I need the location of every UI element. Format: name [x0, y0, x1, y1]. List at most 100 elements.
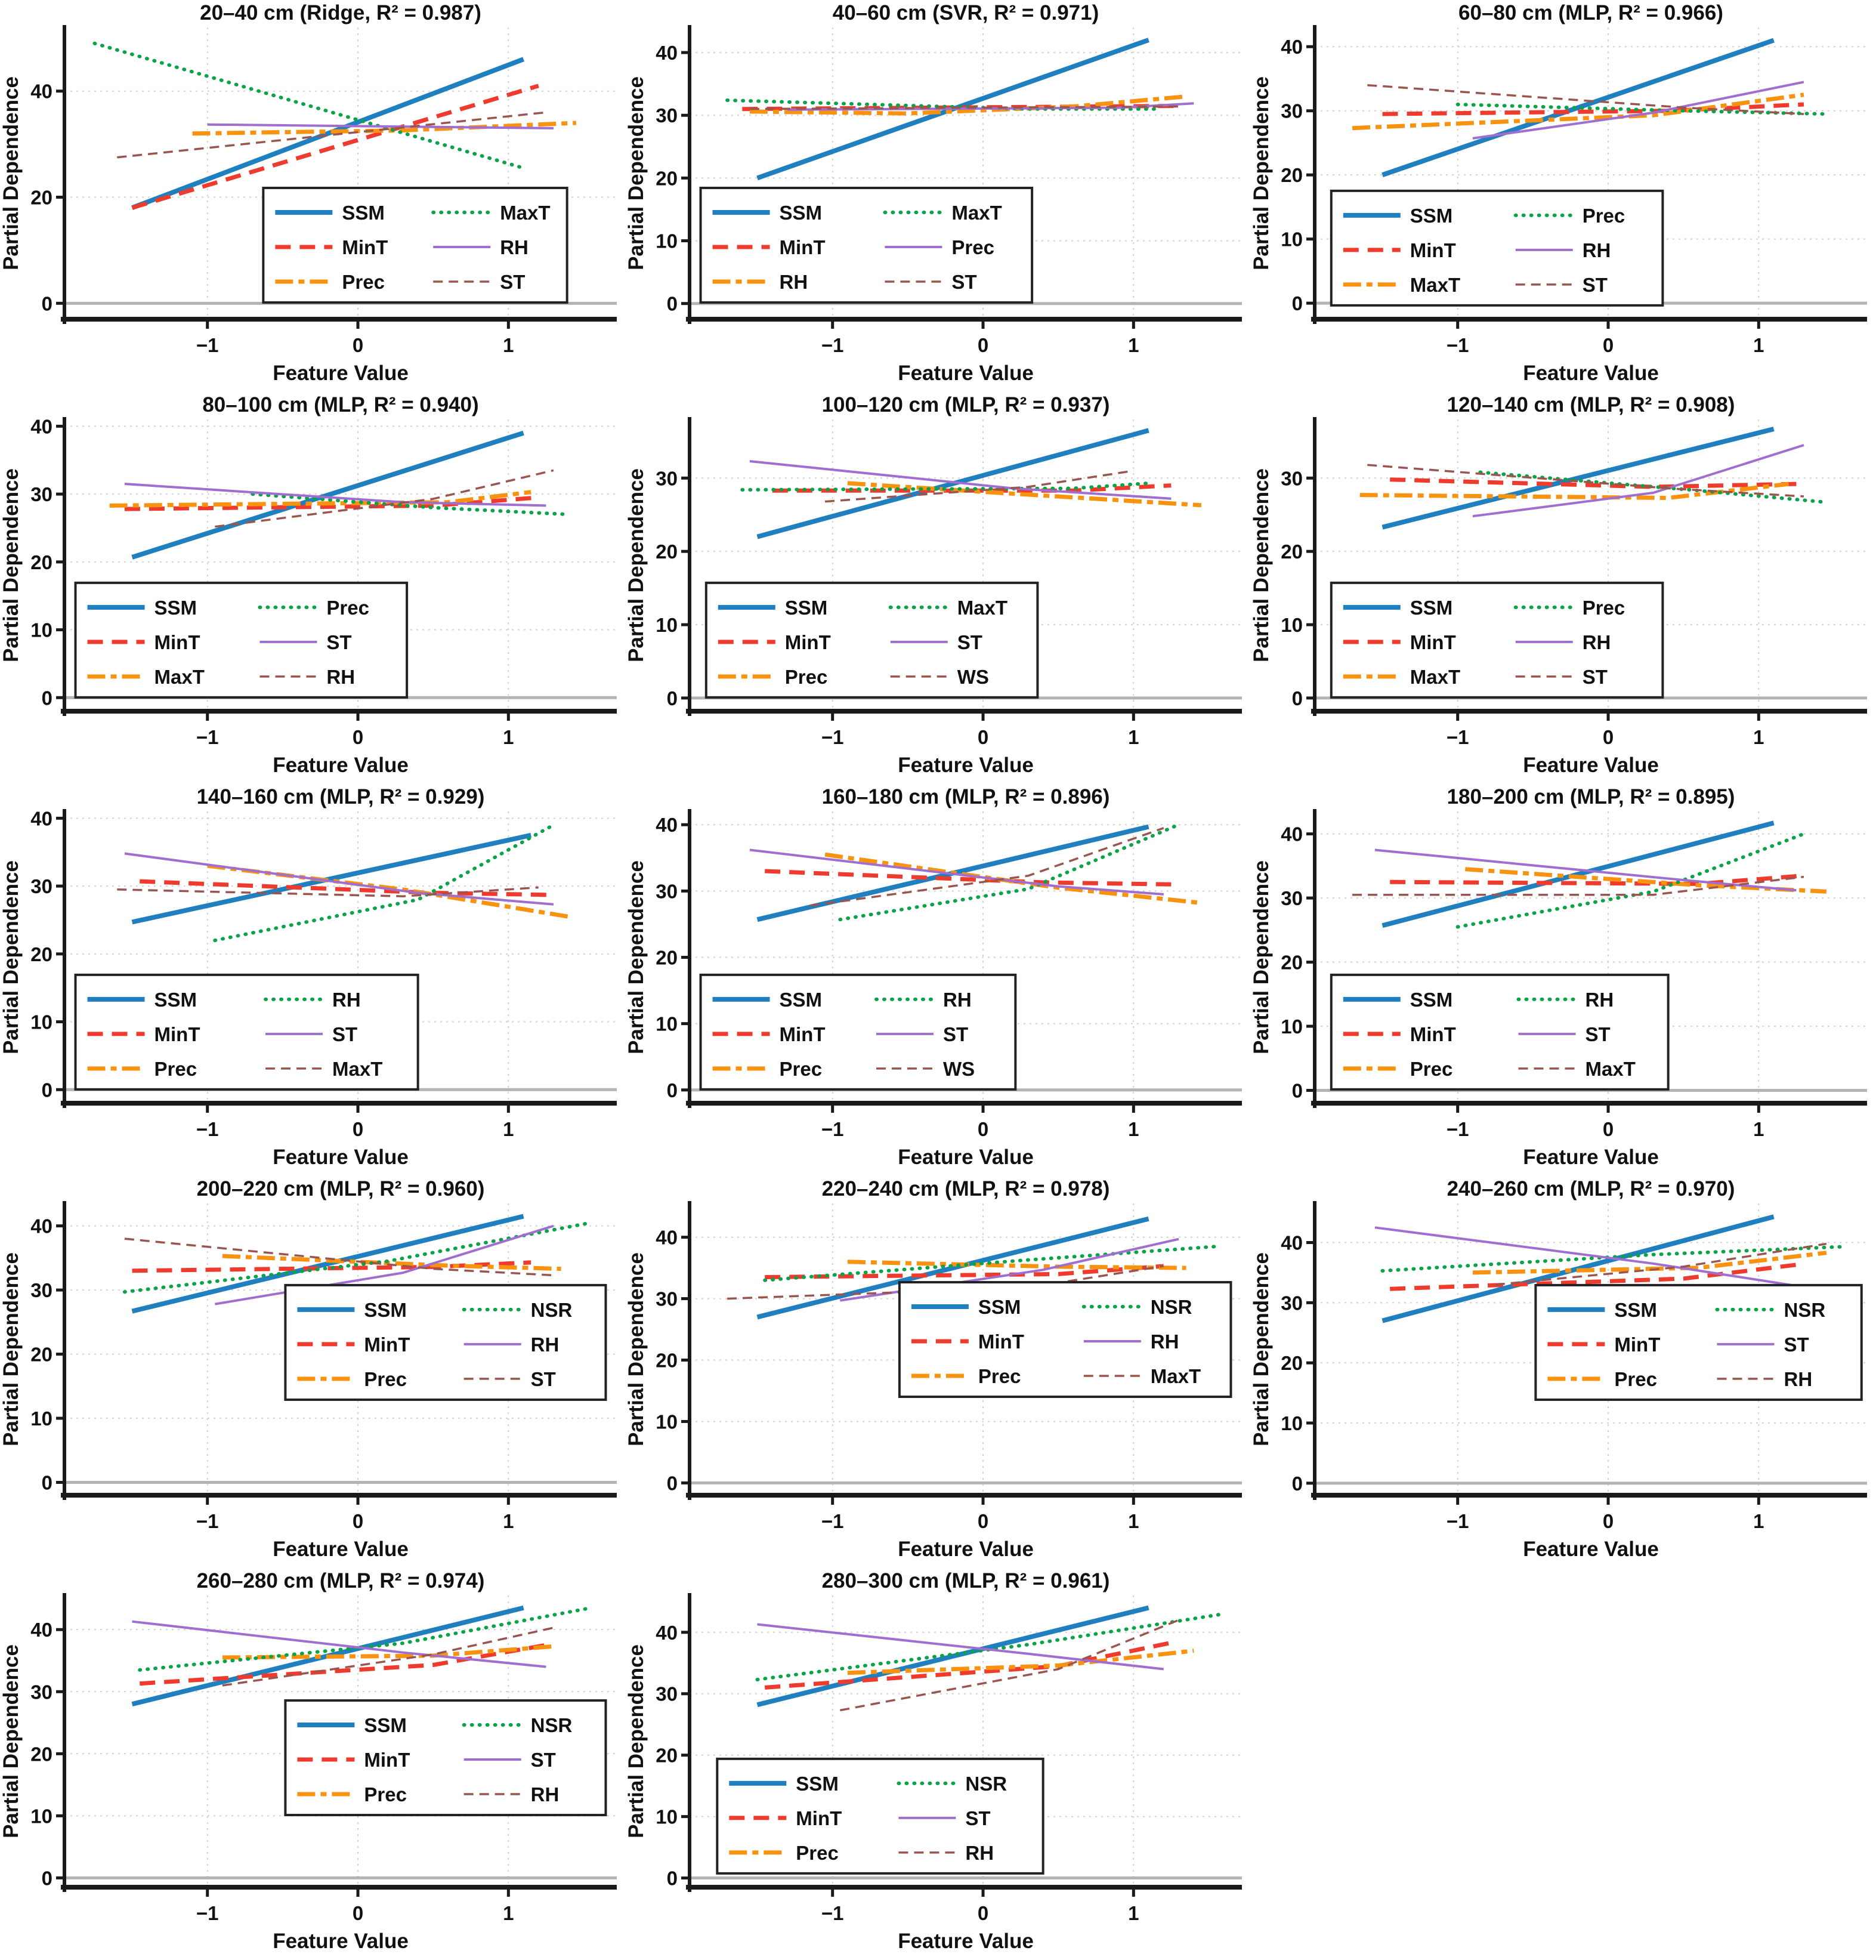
x-tick-label: 0 — [353, 1118, 363, 1140]
legend-entry-MinT: MinT — [1343, 1023, 1456, 1045]
x-tick-label: −1 — [196, 334, 219, 356]
legend-label: MinT — [1410, 631, 1456, 653]
series-line-SSM — [1381, 820, 1775, 928]
y-tick-label: 10 — [1281, 1016, 1303, 1038]
series-line-SSM — [131, 57, 525, 211]
legend-entry-ST: ST — [885, 271, 977, 293]
y-tick-label: 40 — [30, 1619, 52, 1641]
legend-entry-ST: ST — [1518, 1023, 1611, 1045]
y-tick-label: 0 — [42, 687, 52, 709]
legend-label: MaxT — [1586, 1058, 1636, 1080]
legend-label: SSM — [154, 597, 197, 619]
series-line-ST — [117, 111, 546, 159]
y-tick-label: 30 — [30, 483, 52, 505]
series-line-SSM — [756, 1216, 1149, 1320]
y-tick-label: 10 — [30, 1408, 52, 1430]
legend-entry-MinT: MinT — [712, 236, 826, 258]
legend-entry-MinT: MinT — [87, 631, 200, 653]
legend-entry-MinT: MinT — [297, 1334, 410, 1356]
legend-label: MinT — [364, 1749, 410, 1771]
legend-label: Prec — [1614, 1368, 1657, 1390]
y-tick-label: 20 — [656, 1745, 678, 1767]
legend-entry-SSM: SSM — [1343, 989, 1452, 1011]
legend-entry-MinT: MinT — [712, 1023, 826, 1045]
legend-entry-RH: RH — [264, 989, 361, 1011]
legend-label: Prec — [364, 1368, 407, 1390]
legend-entry-SSM: SSM — [1343, 597, 1452, 619]
series-line-NSR — [1380, 1245, 1844, 1273]
legend-label: SSM — [342, 202, 385, 224]
series-line-WS — [809, 827, 1164, 907]
legend-label: MaxT — [332, 1058, 382, 1080]
y-tick-label: 10 — [656, 1806, 678, 1828]
legend-entry-MaxT: MaxT — [265, 1058, 382, 1080]
legend-label: MinT — [780, 236, 826, 258]
x-axis-label: Feature Value — [898, 1146, 1034, 1169]
legend-entry-Prec: Prec — [885, 236, 994, 258]
x-tick-label: 0 — [978, 726, 988, 748]
series-line-SSM — [131, 430, 524, 560]
x-tick-label: 0 — [978, 1118, 988, 1140]
legend-entry-Prec: Prec — [729, 1842, 839, 1864]
legend: SSM MinT MaxT Prec ST RH — [74, 581, 409, 699]
legend-entry-MaxT: MaxT — [431, 202, 551, 224]
subplot-120-140-cm: −1 0 1 0 10 20 30 120–140 cm (MLP, R² = 0.908) F… — [1250, 392, 1875, 784]
series-line-ST — [1374, 1226, 1797, 1288]
y-tick-label: 10 — [656, 1013, 678, 1035]
legend-label: ST — [1583, 666, 1608, 688]
x-tick-label: 1 — [1128, 726, 1139, 748]
x-tick-label: 1 — [503, 726, 514, 748]
legend: SSM MinT Prec RH ST WS — [699, 973, 1017, 1091]
x-tick-label: 1 — [1753, 726, 1764, 748]
legend-label: MinT — [342, 236, 388, 258]
x-tick-label: 0 — [353, 1902, 363, 1924]
y-tick-label: 40 — [30, 415, 52, 437]
y-tick-label: 10 — [656, 1410, 678, 1433]
subplot-title: 40–60 cm (SVR, R² = 0.971) — [833, 1, 1099, 24]
series-line-MaxT — [1359, 481, 1790, 500]
y-tick-label: 30 — [30, 875, 52, 897]
legend-label: Prec — [796, 1842, 839, 1864]
series-line-Prec — [1455, 103, 1828, 116]
series-line-ST — [749, 105, 1179, 110]
series-line-SSM — [131, 832, 532, 925]
y-tick-label: 30 — [1281, 887, 1303, 909]
x-tick-label: −1 — [1447, 726, 1469, 748]
y-axis-label: Partial Dependence — [0, 1644, 23, 1838]
legend-label: SSM — [154, 989, 197, 1011]
series-line-ST — [1374, 848, 1797, 892]
legend-label: MaxT — [951, 202, 1002, 224]
legend: SSM MinT MaxT Prec RH ST — [1330, 581, 1664, 699]
x-tick-label: 1 — [503, 334, 514, 356]
legend-label: RH — [780, 271, 808, 293]
y-tick-label: 30 — [1281, 100, 1303, 122]
legend-label: MinT — [364, 1334, 410, 1356]
legend-entry-RH: RH — [1717, 1368, 1812, 1390]
x-tick-label: 1 — [503, 1118, 514, 1140]
y-axis-label: Partial Dependence — [1250, 76, 1273, 270]
legend-label: SSM — [1410, 205, 1453, 227]
series-line-SSM — [1381, 38, 1775, 177]
y-tick-label: 10 — [656, 614, 678, 636]
x-axis-label: Feature Value — [1523, 1146, 1659, 1169]
y-tick-label: 0 — [1292, 292, 1303, 314]
legend-label: Prec — [978, 1365, 1021, 1387]
y-tick-label: 10 — [656, 230, 678, 252]
legend-label: MaxT — [1410, 274, 1460, 296]
y-axis-label: Partial Dependence — [0, 76, 23, 270]
legend: SSM MinT Prec RH ST MaxT — [74, 973, 419, 1091]
x-tick-label: −1 — [196, 1118, 219, 1140]
legend-entry-MinT: MinT — [718, 631, 831, 653]
x-tick-label: −1 — [821, 726, 844, 748]
series-line-MinT — [124, 495, 539, 511]
legend-entry-NSR: NSR — [462, 1714, 573, 1736]
y-tick-label: 20 — [30, 1743, 52, 1765]
y-tick-label: 20 — [656, 1350, 678, 1372]
series-line-RH — [214, 1224, 554, 1305]
legend-entry-MaxT: MaxT — [888, 597, 1007, 619]
y-tick-label: 10 — [30, 1011, 52, 1033]
y-tick-label: 20 — [1281, 1352, 1303, 1374]
subplot-180-200-cm: −1 0 1 0 10 20 30 40 180–200 cm (MLP, R² = 0.895… — [1250, 784, 1875, 1176]
